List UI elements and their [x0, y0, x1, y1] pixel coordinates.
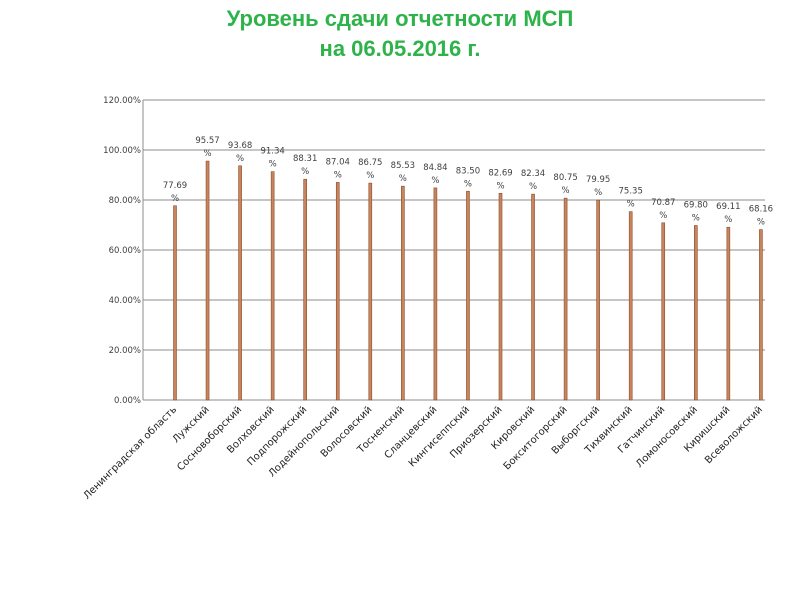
- bar: [693, 225, 698, 401]
- y-tick-label: 60.00%: [109, 246, 141, 256]
- y-tick-label: 100.00%: [103, 146, 141, 156]
- data-label-unit: %: [659, 211, 667, 221]
- bar: [173, 205, 177, 401]
- bar: [368, 182, 373, 401]
- bars: [173, 160, 763, 401]
- data-label-unit: %: [366, 171, 374, 181]
- data-label-value: 77.69: [163, 181, 187, 191]
- bar: [205, 160, 210, 401]
- bar: [498, 192, 503, 401]
- bar: [759, 229, 763, 401]
- data-label-unit: %: [627, 200, 635, 210]
- data-label-unit: %: [464, 179, 472, 189]
- x-axis-category-label: Всеволожский: [703, 404, 765, 466]
- data-label-value: 91.34: [260, 147, 284, 157]
- data-label-value: 83.50: [456, 166, 480, 176]
- data-label-unit: %: [236, 154, 244, 164]
- data-label-value: 85.53: [391, 161, 415, 171]
- data-label-unit: %: [757, 218, 765, 228]
- data-label-unit: %: [301, 167, 309, 177]
- data-label-unit: %: [431, 176, 439, 186]
- data-label-value: 80.75: [553, 173, 577, 183]
- data-label-unit: %: [171, 194, 179, 204]
- y-tick-label: 0.00%: [114, 396, 141, 406]
- data-label-unit: %: [204, 149, 212, 159]
- bar: [270, 171, 275, 401]
- data-label-unit: %: [594, 188, 602, 198]
- data-label-unit: %: [269, 160, 277, 170]
- bar: [335, 182, 340, 401]
- data-label-unit: %: [529, 182, 537, 192]
- data-label-value: 86.75: [358, 158, 382, 168]
- bar: [466, 190, 470, 401]
- bar: [433, 187, 438, 401]
- data-label-unit: %: [399, 174, 407, 184]
- data-label-value: 75.35: [619, 187, 643, 197]
- bar: [563, 197, 568, 401]
- bar: [726, 226, 731, 401]
- data-label-value: 84.84: [423, 163, 447, 173]
- bar: [401, 185, 405, 401]
- bar: [531, 193, 535, 401]
- bar: [596, 199, 600, 401]
- x-axis-category-label: Подпорожский: [246, 404, 310, 468]
- data-label-value: 82.34: [521, 169, 545, 179]
- y-axis-ticks: 0.00% 20.00% 40.00% 60.00% 80.00% 100.00% 120.…: [103, 96, 141, 406]
- x-axis-labels: Ленинградская областьЛужскийСосновоборск…: [82, 404, 765, 501]
- x-axis-category-label: Ленинградская область: [82, 404, 179, 501]
- y-tick-label: 20.00%: [109, 346, 141, 356]
- y-tick-label: 40.00%: [109, 296, 141, 306]
- bar: [238, 165, 242, 401]
- x-axis-category-label: Кингисеппский: [407, 404, 472, 469]
- data-label-unit: %: [562, 186, 570, 196]
- y-tick-label: 120.00%: [103, 96, 141, 106]
- data-label-value: 79.95: [586, 175, 610, 185]
- x-axis-category-label: Ломоносовский: [634, 404, 700, 470]
- data-label-value: 69.11: [716, 202, 740, 212]
- data-label-value: 69.80: [684, 201, 708, 211]
- bar: [303, 178, 308, 401]
- data-label-value: 82.69: [488, 168, 512, 178]
- data-label-value: 88.31: [293, 154, 317, 164]
- data-label-unit: %: [692, 214, 700, 224]
- chart-title-line1: Уровень сдачи отчетности МСП: [226, 6, 574, 31]
- bar: [661, 222, 666, 401]
- gridlines: [142, 99, 765, 401]
- data-label-value: 93.68: [228, 141, 252, 151]
- data-label-value: 68.16: [749, 205, 773, 215]
- data-label-unit: %: [724, 215, 732, 225]
- data-label-unit: %: [334, 170, 342, 180]
- data-label-value: 87.04: [326, 157, 350, 167]
- y-tick-label: 80.00%: [109, 196, 141, 206]
- data-labels: 77.69% 95.57% 93.68% 91.34% 88.31% 87.04% 86.7…: [163, 136, 773, 228]
- data-label-value: 70.87: [651, 198, 675, 208]
- bar: [628, 211, 633, 401]
- chart-title-line2: на 06.05.2016 г.: [319, 36, 481, 61]
- data-label-unit: %: [496, 181, 504, 191]
- data-label-value: 95.57: [195, 136, 219, 146]
